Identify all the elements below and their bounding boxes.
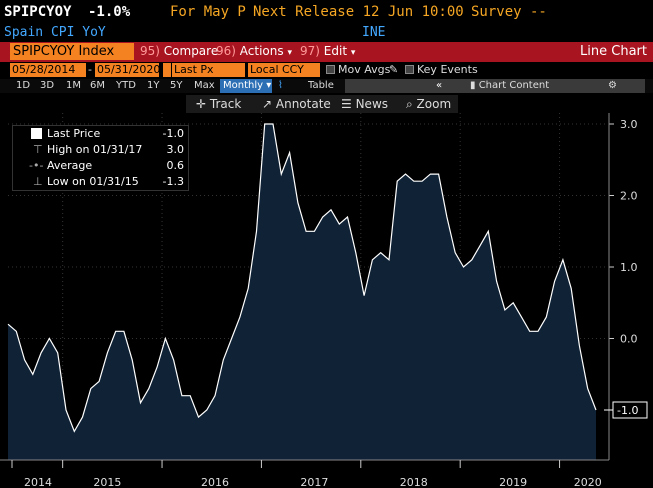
chart-content-label: Chart Content [478, 80, 550, 91]
ticker-symbol: SPIPCYOY [4, 4, 72, 20]
y-tick-label: 2.0 [620, 190, 638, 203]
average-marker-icon: -•- [29, 159, 44, 172]
x-tick-label: 2017 [300, 476, 328, 488]
last-value-label: -1.0 [617, 404, 638, 417]
table-button[interactable]: Table [308, 80, 334, 91]
legend-label: Last Price [47, 127, 101, 140]
legend-last-price: Last Price -1.0 [13, 126, 190, 142]
period-1d[interactable]: 1D [16, 80, 31, 91]
annotate-button[interactable]: ↗ Annotate [262, 97, 331, 111]
period-ytd[interactable]: YTD [116, 80, 136, 91]
x-tick-label: 2020 [574, 476, 602, 488]
actions-button[interactable]: 96) Actions ▾ [216, 44, 292, 58]
actions-shortcut: 96) [216, 44, 236, 58]
command-bar: SPIPCYOY Index 95) Compare 96) Actions ▾… [0, 42, 653, 62]
for-period: For May P [170, 4, 246, 20]
collapse-icon[interactable]: « [436, 80, 443, 91]
y-axis: 3.0 2.0 1.0 0.0 [608, 113, 638, 460]
last-value-marker: -1.0 [604, 401, 648, 419]
x-tick-label: 2015 [93, 476, 121, 488]
period-bar: 1D 3D 1M 6M YTD 1Y 5Y Max Monthly ▾ ⌇ Ta… [0, 79, 653, 93]
key-events-label: Key Events [417, 63, 478, 76]
x-axis: 2014 2015 2016 2017 2018 2019 2020 [0, 459, 609, 488]
square-icon [31, 128, 42, 139]
range-bar: 05/28/2014 - 05/31/2020 Last Px Local CC… [0, 63, 653, 78]
y-tick-label: 1.0 [620, 261, 638, 274]
edit-button[interactable]: 97) Edit ▾ [300, 44, 355, 58]
legend-value: -1.3 [162, 175, 184, 188]
frequency-selector[interactable]: Monthly ▾ [220, 79, 272, 93]
low-marker-icon: ⊥ [33, 175, 43, 188]
price-chart[interactable]: 3.0 2.0 1.0 0.0 2014 2015 2016 2017 2018 2019 202… [0, 113, 653, 488]
x-tick-label: 2016 [201, 476, 229, 488]
frequency-label: Monthly [223, 80, 264, 91]
chart-svg: 3.0 2.0 1.0 0.0 2014 2015 2016 2017 2018 2019 202… [0, 113, 648, 488]
chart-legend[interactable]: Last Price -1.0 ⊤ High on 01/31/17 3.0 -… [12, 125, 189, 191]
survey: Survey -- [471, 4, 547, 20]
legend-value: 3.0 [166, 143, 185, 156]
news-button[interactable]: ☰ News [341, 97, 389, 111]
x-tick-label: 2018 [400, 476, 428, 488]
line-chart-icon[interactable]: ⌇ [278, 80, 283, 91]
x-tick-label: 2019 [499, 476, 527, 488]
track-button[interactable]: ✛ Track [196, 97, 242, 111]
series-line [7, 123, 597, 433]
next-release: Next Release 12 Jun 10:00 [253, 4, 464, 20]
date-separator: - [88, 63, 92, 76]
gear-icon[interactable]: ⚙ [608, 80, 617, 91]
ticker-field[interactable]: SPIPCYOY Index [10, 43, 134, 60]
tool-bar-bg [186, 95, 458, 113]
pencil-icon[interactable]: ✎ [389, 63, 399, 76]
actions-label: Actions [239, 44, 284, 58]
chart-type-label[interactable]: Line Chart [580, 44, 647, 59]
legend-label: High on 01/31/17 [47, 143, 143, 156]
calendar-icon[interactable] [163, 63, 171, 77]
data-source: INE [362, 25, 386, 40]
period-1m[interactable]: 1M [66, 80, 81, 91]
security-subheader: Spain CPI YoY INE [0, 24, 653, 42]
key-events-checkbox[interactable] [405, 65, 414, 74]
y-tick-label: 3.0 [620, 118, 638, 131]
zoom-label: Zoom [416, 97, 452, 111]
end-date-field[interactable]: 05/31/2020 [95, 63, 161, 77]
period-5y[interactable]: 5Y [170, 80, 183, 91]
tool-bar: ✛ Track ↗ Annotate ☰ News ⌕ Zoom [0, 95, 653, 113]
period-1y[interactable]: 1Y [147, 80, 160, 91]
security-name: Spain CPI YoY [4, 25, 106, 40]
legend-value: 0.6 [166, 159, 185, 172]
last-value: -1.0% [88, 4, 131, 20]
period-6m[interactable]: 6M [90, 80, 105, 91]
legend-high: ⊤ High on 01/31/17 3.0 [13, 142, 190, 158]
period-3d[interactable]: 3D [40, 80, 55, 91]
chart-content-button[interactable]: ▮ Chart Content [470, 80, 550, 91]
mov-avgs-label: Mov Avgs [338, 63, 391, 76]
legend-label: Low on 01/31/15 [47, 175, 139, 188]
period-bar-right [345, 79, 645, 93]
edit-shortcut: 97) [300, 44, 320, 58]
legend-label: Average [47, 159, 93, 172]
zoom-button[interactable]: ⌕ Zoom [406, 97, 452, 111]
high-marker-icon: ⊤ [33, 143, 43, 156]
mov-avgs-checkbox[interactable] [326, 65, 335, 74]
start-date-field[interactable]: 05/28/2014 [10, 63, 86, 77]
chevron-down-icon: ▾ [287, 48, 292, 58]
legend-average: -•- Average 0.6 [13, 158, 190, 174]
x-tick-label: 2014 [24, 476, 52, 488]
period-max[interactable]: Max [194, 80, 215, 91]
series-area [8, 124, 596, 460]
track-label: Track [209, 97, 242, 111]
field-selector[interactable]: Last Px [172, 63, 245, 77]
chevron-down-icon: ▾ [350, 48, 356, 58]
annotate-label: Annotate [275, 97, 331, 111]
legend-low: ⊥ Low on 01/31/15 -1.3 [13, 174, 190, 190]
security-header: SPIPCYOY -1.0% For May P Next Release 12… [0, 0, 653, 24]
y-tick-label: 0.0 [620, 333, 638, 346]
currency-selector[interactable]: Local CCY [248, 63, 320, 77]
compare-button[interactable]: 95) Compare [140, 44, 218, 58]
legend-value: -1.0 [162, 127, 184, 140]
edit-label: Edit [323, 44, 348, 58]
compare-label: Compare [163, 44, 219, 58]
compare-shortcut: 95) [140, 44, 160, 58]
news-label: News [355, 97, 389, 111]
